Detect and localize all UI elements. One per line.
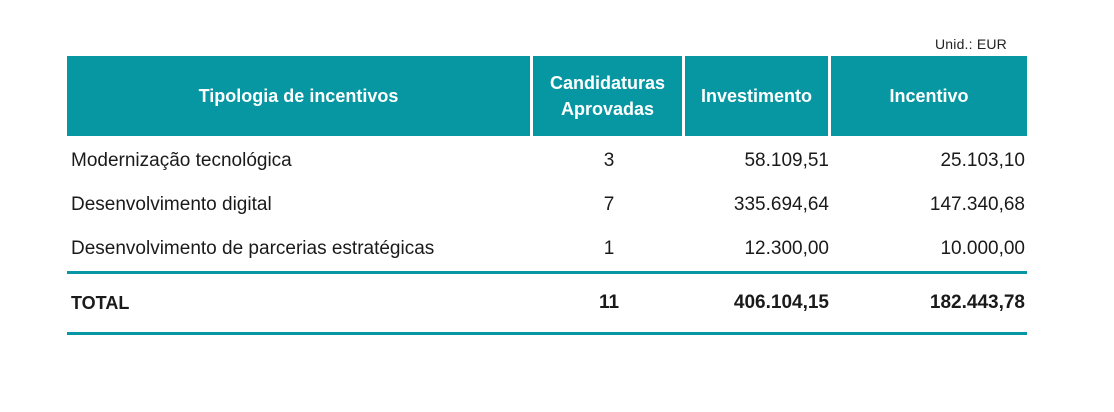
header-incentivo: Incentivo	[831, 56, 1027, 136]
unit-label: Unid.: EUR	[934, 36, 1007, 52]
row-tipologia: Modernização tecnológica	[71, 150, 292, 171]
row-candidaturas: 1	[533, 227, 685, 274]
header-investimento: Investimento	[685, 56, 831, 136]
table-row: Desenvolvimento digital 7 335.694,64 147…	[67, 183, 1027, 227]
total-label: TOTAL	[67, 274, 533, 335]
incentives-table: Tipologia de incentivos Candidaturas Apr…	[67, 56, 1027, 335]
row-investimento: 58.109,51	[744, 150, 829, 171]
total-incentivo: 182.443,78	[831, 274, 1027, 335]
total-investimento: 406.104,15	[685, 274, 831, 335]
header-candidaturas: Candidaturas Aprovadas	[533, 56, 685, 136]
row-investimento: 12.300,00	[685, 227, 831, 274]
row-investimento: 335.694,64	[733, 194, 829, 215]
row-candidaturas: 7	[603, 194, 615, 215]
table-row: Desenvolvimento de parcerias estratégica…	[67, 227, 1027, 274]
row-tipologia: Desenvolvimento digital	[71, 194, 272, 215]
row-incentivo: 147.340,68	[929, 194, 1025, 215]
row-tipologia: Desenvolvimento de parcerias estratégica…	[67, 227, 533, 274]
table-header-row: Tipologia de incentivos Candidaturas Apr…	[67, 56, 1027, 136]
row-incentivo: 25.103,10	[940, 150, 1025, 171]
total-candidaturas: 11	[533, 274, 685, 335]
header-candidaturas-line1: Candidaturas	[549, 73, 666, 93]
total-row: TOTAL 11 406.104,15 182.443,78	[67, 274, 1027, 335]
row-candidaturas: 3	[603, 150, 615, 171]
row-incentivo: 10.000,00	[831, 227, 1027, 274]
table-row: Modernização tecnológica 3 58.109,51 25.…	[67, 136, 1027, 183]
incentives-table-container: Tipologia de incentivos Candidaturas Apr…	[67, 56, 1027, 335]
header-candidaturas-line2: Aprovadas	[560, 99, 655, 119]
header-tipologia: Tipologia de incentivos	[67, 56, 533, 136]
